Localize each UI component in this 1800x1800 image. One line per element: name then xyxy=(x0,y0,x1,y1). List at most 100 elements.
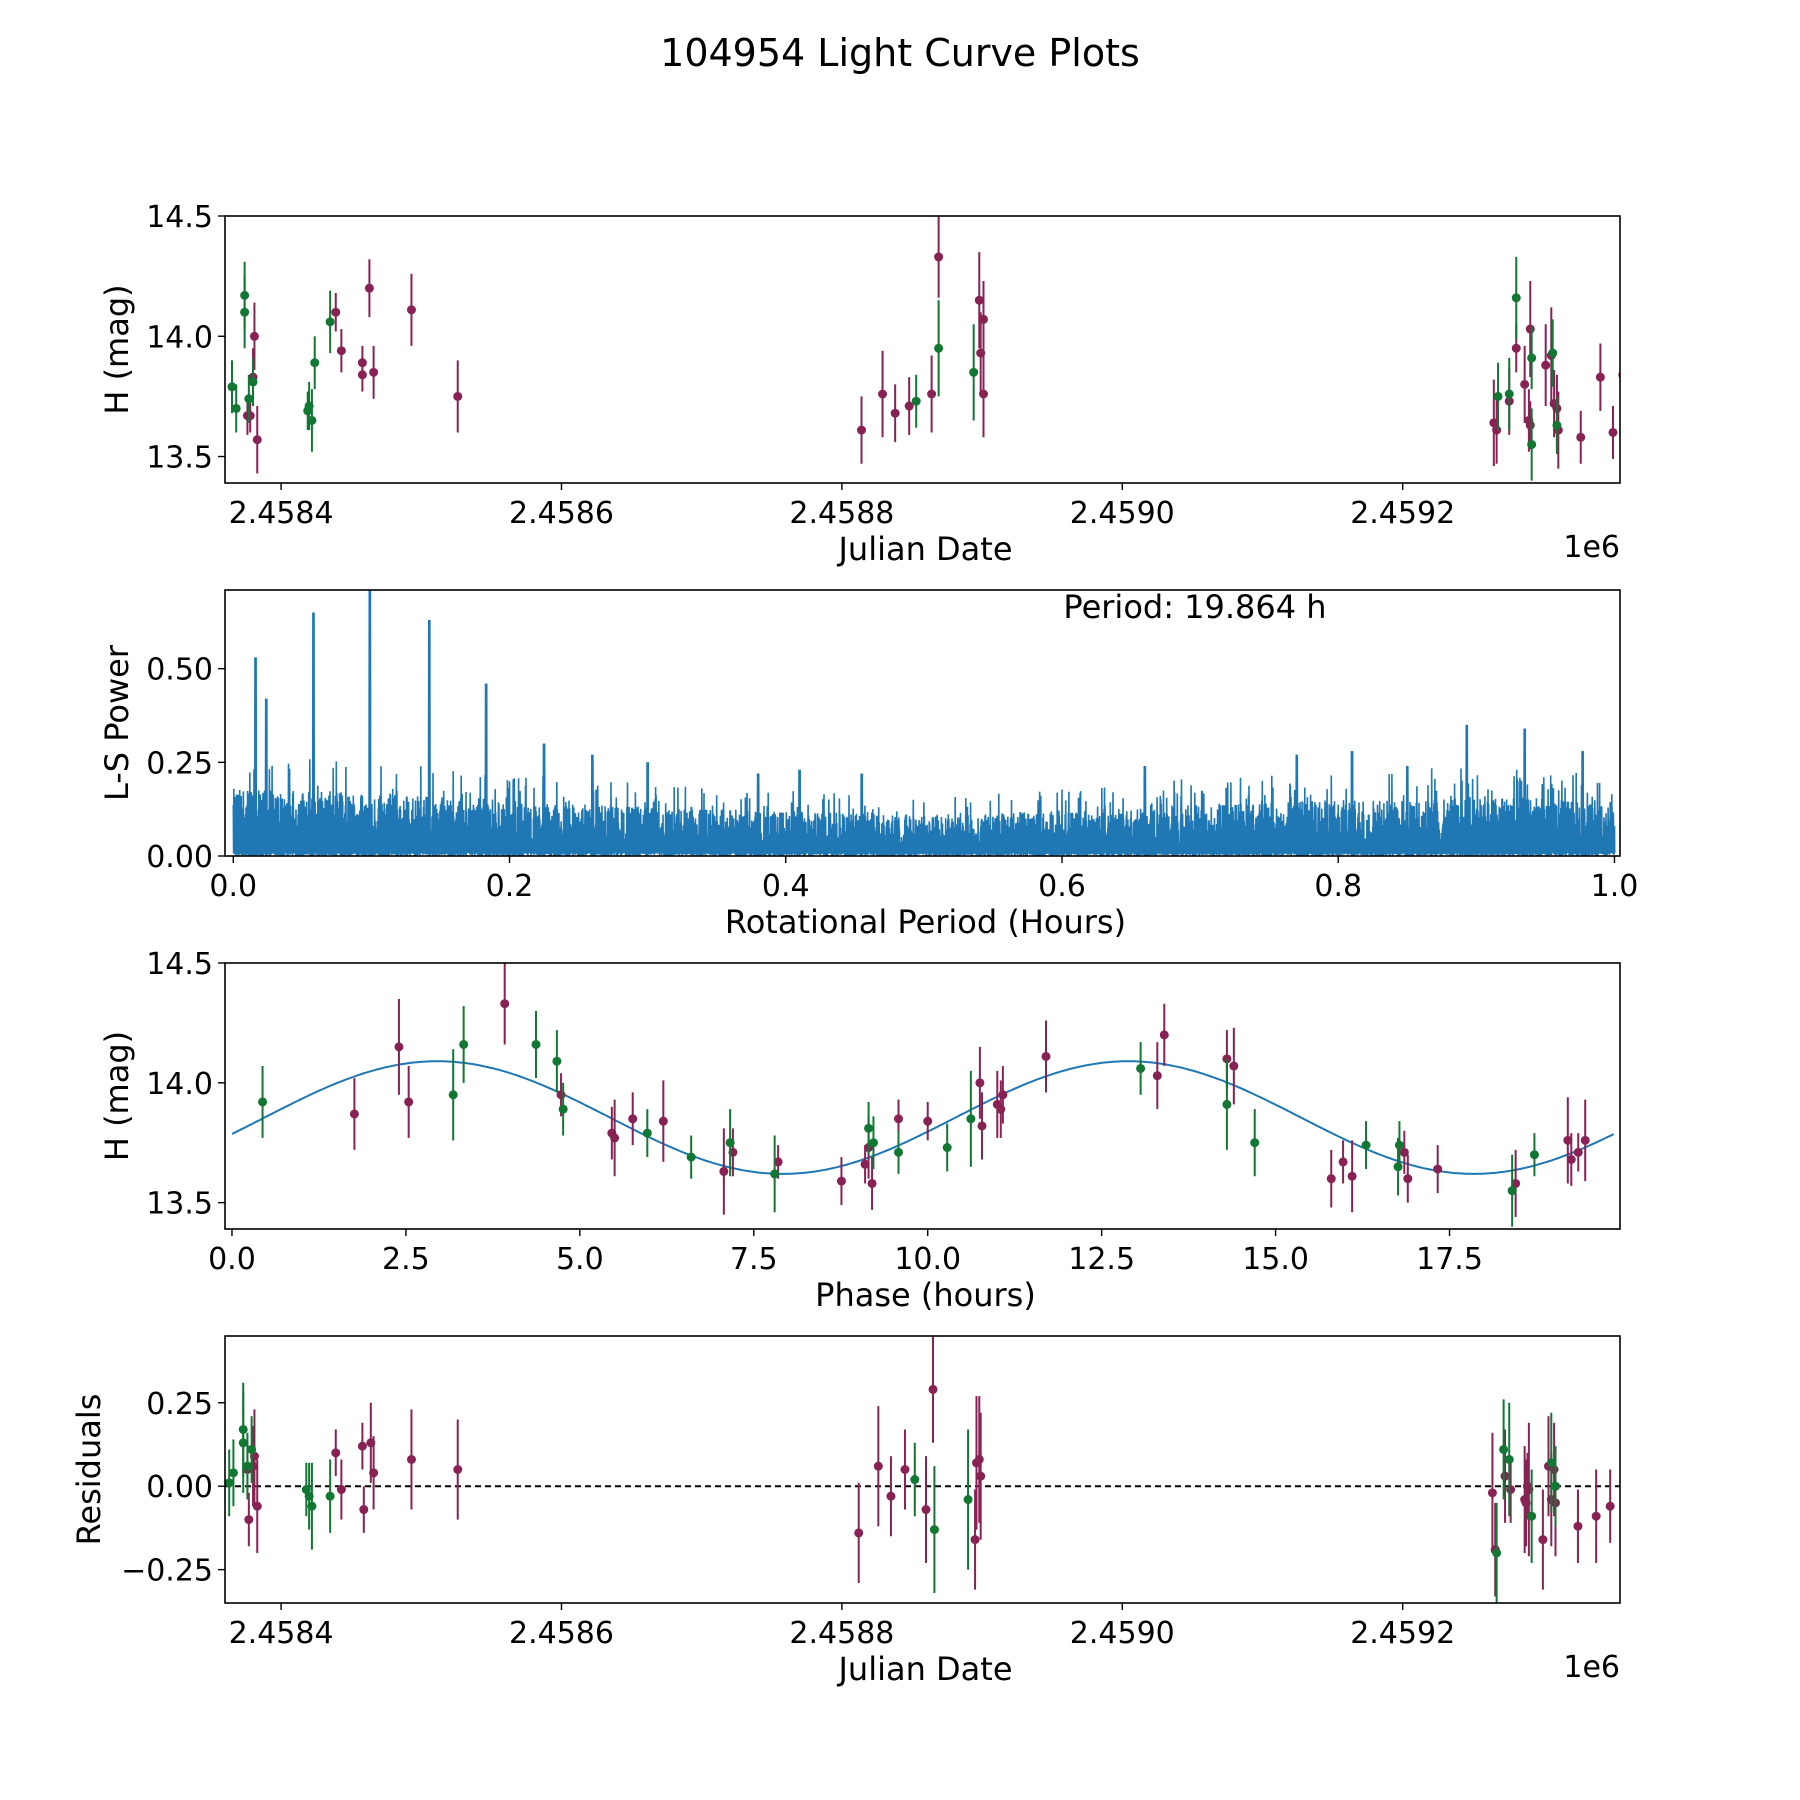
y-axis-label: Residuals xyxy=(70,1394,108,1546)
data-point xyxy=(349,1109,359,1119)
data-point xyxy=(1492,1548,1502,1558)
data-point xyxy=(1548,348,1558,358)
data-point xyxy=(531,1039,541,1049)
data-point xyxy=(1520,379,1530,389)
x-tick-label: 2.4590 xyxy=(1070,1616,1175,1651)
x-tick-label: 2.4592 xyxy=(1350,1616,1455,1651)
data-point xyxy=(1507,1186,1517,1196)
x-offset-label: 1e6 xyxy=(1563,1650,1620,1685)
x-tick-label: 0.0 xyxy=(209,869,257,904)
data-point xyxy=(977,1121,987,1131)
data-point xyxy=(978,314,988,324)
data-point xyxy=(1546,1458,1556,1468)
data-point xyxy=(325,317,335,327)
data-point xyxy=(1338,1157,1348,1167)
data-point xyxy=(252,435,262,445)
y-tick-label: 13.5 xyxy=(146,441,213,476)
y-tick-label: −0.25 xyxy=(121,1554,213,1589)
data-point xyxy=(966,1114,976,1124)
data-point xyxy=(242,1461,252,1471)
data-point xyxy=(910,1475,920,1485)
data-point xyxy=(240,307,250,317)
data-point xyxy=(878,389,888,399)
data-point xyxy=(998,1090,1008,1100)
data-point xyxy=(867,1178,877,1188)
x-axis-label: Phase (hours) xyxy=(815,1276,1036,1314)
data-point xyxy=(860,1159,870,1169)
data-point xyxy=(331,307,341,317)
data-point xyxy=(310,358,320,368)
x-tick-label: 17.5 xyxy=(1416,1242,1483,1277)
data-point xyxy=(1229,1061,1239,1071)
data-point xyxy=(1492,425,1502,435)
residuals-plot: 2.4584 2.4586 2.4588 2.4590 2.4592 −0.25 0.00 0… xyxy=(70,1335,1621,1688)
data-point xyxy=(628,1114,638,1124)
y-tick-label: 0.00 xyxy=(146,840,213,875)
data-point xyxy=(558,1104,568,1114)
data-point xyxy=(556,1090,566,1100)
data-point xyxy=(307,1501,317,1511)
data-point xyxy=(719,1166,729,1176)
sinusoid-fit-line xyxy=(231,1060,1615,1175)
data-point xyxy=(1527,440,1537,450)
data-point xyxy=(686,1152,696,1162)
data-point xyxy=(406,305,416,315)
data-point xyxy=(996,1104,1006,1114)
data-point xyxy=(459,1039,469,1049)
data-point xyxy=(1529,1150,1539,1160)
x-tick-label: 0.0 xyxy=(208,1242,256,1277)
data-point xyxy=(1511,293,1521,303)
data-point xyxy=(258,1097,268,1107)
data-point xyxy=(245,411,255,421)
data-point xyxy=(1493,391,1503,401)
x-tick-label: 5.0 xyxy=(556,1242,604,1277)
period-annotation: Period: 19.864 h xyxy=(1063,588,1326,626)
data-point xyxy=(976,1471,986,1481)
data-point xyxy=(890,408,900,418)
data-point xyxy=(331,1448,341,1458)
data-point xyxy=(1222,1099,1232,1109)
y-tick-label: 13.5 xyxy=(146,1187,213,1222)
y-tick-label: 14.0 xyxy=(146,320,213,355)
data-point xyxy=(406,1454,416,1464)
data-point xyxy=(969,367,979,377)
data-point xyxy=(1527,353,1537,363)
data-point xyxy=(975,1078,985,1088)
data-point xyxy=(394,1042,404,1052)
x-offset-label: 1e6 xyxy=(1563,530,1620,565)
lightcurve-plot-area xyxy=(227,216,1620,481)
data-point xyxy=(359,1505,369,1515)
data-point xyxy=(928,1384,938,1394)
x-tick-label: 2.4584 xyxy=(229,496,334,531)
periodogram-line xyxy=(232,590,1616,856)
data-point xyxy=(500,999,510,1009)
x-tick-label: 15.0 xyxy=(1242,1242,1309,1277)
data-point xyxy=(770,1169,780,1179)
periodogram-axes-frame xyxy=(224,589,1621,857)
data-point xyxy=(1608,427,1618,437)
data-point xyxy=(1580,1135,1590,1145)
data-point xyxy=(970,1535,980,1545)
data-point xyxy=(610,1133,620,1143)
data-point xyxy=(1347,1171,1357,1181)
periodogram-plot: Period: 19.864 h 0.0 0.2 0.4 0.6 0.8 1.0 0.00 0.… xyxy=(98,588,1638,941)
x-tick-label: 2.4592 xyxy=(1350,496,1455,531)
data-point xyxy=(448,1090,458,1100)
data-point xyxy=(923,1116,933,1126)
x-tick-label: 2.4586 xyxy=(509,496,614,531)
data-point xyxy=(1159,1030,1169,1040)
data-point xyxy=(1511,1178,1521,1188)
data-point xyxy=(244,1515,254,1525)
data-point xyxy=(921,1505,931,1515)
data-point xyxy=(225,1478,234,1488)
data-point xyxy=(1136,1063,1146,1073)
data-point xyxy=(1605,1501,1615,1511)
data-point xyxy=(857,425,867,435)
data-point xyxy=(1326,1174,1336,1184)
y-tick-label: 14.5 xyxy=(146,200,213,235)
data-point xyxy=(900,1465,910,1474)
data-point xyxy=(1500,1471,1510,1481)
x-tick-label: 10.0 xyxy=(894,1242,961,1277)
data-point xyxy=(911,396,921,406)
x-tick-label: 0.8 xyxy=(1314,869,1362,904)
